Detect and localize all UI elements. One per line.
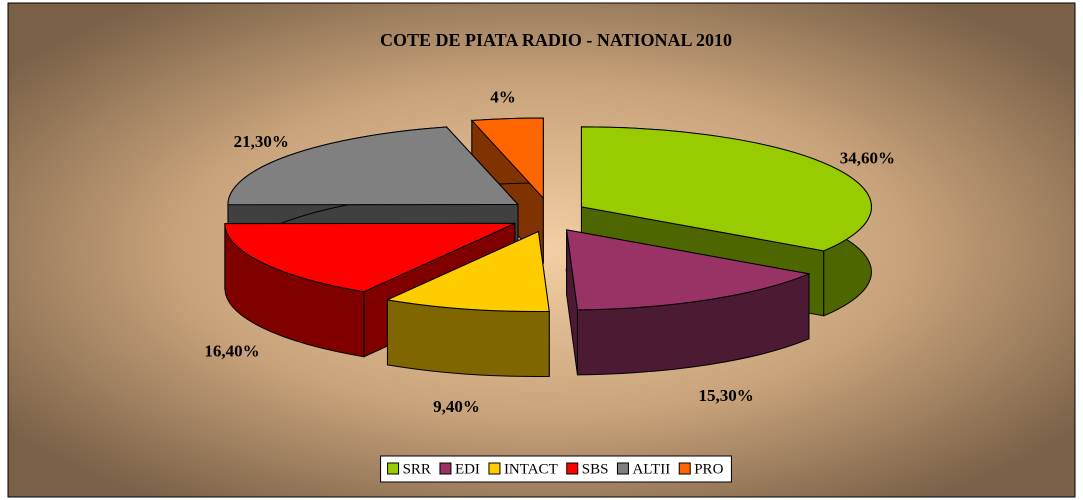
slice-top	[566, 229, 811, 311]
legend-label: PRO	[694, 461, 723, 477]
data-label: 16,40%	[204, 341, 259, 360]
slice	[566, 229, 811, 376]
data-label: 21,30%	[234, 132, 289, 151]
slice-top	[385, 230, 550, 313]
slice-top	[580, 126, 872, 252]
chart-title: COTE DE PIATA RADIO - NATIONAL 2010	[380, 30, 732, 50]
legend-swatch	[387, 462, 400, 475]
data-label: 15,30%	[699, 386, 754, 405]
legend-label: SBS	[582, 461, 609, 477]
legend-swatch	[616, 462, 629, 475]
legend-swatch	[439, 462, 452, 475]
legend-label: EDI	[455, 461, 480, 477]
legend-swatch	[566, 462, 579, 475]
data-label: 4%	[490, 88, 516, 107]
slice	[470, 117, 544, 265]
legend-label: ALTII	[632, 461, 670, 477]
legend-swatch	[488, 462, 501, 475]
legend-box	[380, 455, 732, 483]
data-label: 9,40%	[433, 397, 480, 416]
slice-top	[227, 126, 520, 206]
legend-swatch	[678, 462, 691, 475]
legend-label: INTACT	[504, 461, 558, 477]
slice-top	[224, 222, 516, 293]
slice	[385, 230, 550, 378]
slice-top	[470, 117, 544, 200]
data-label: 34,60%	[840, 148, 895, 167]
legend-label: SRR	[403, 461, 431, 477]
